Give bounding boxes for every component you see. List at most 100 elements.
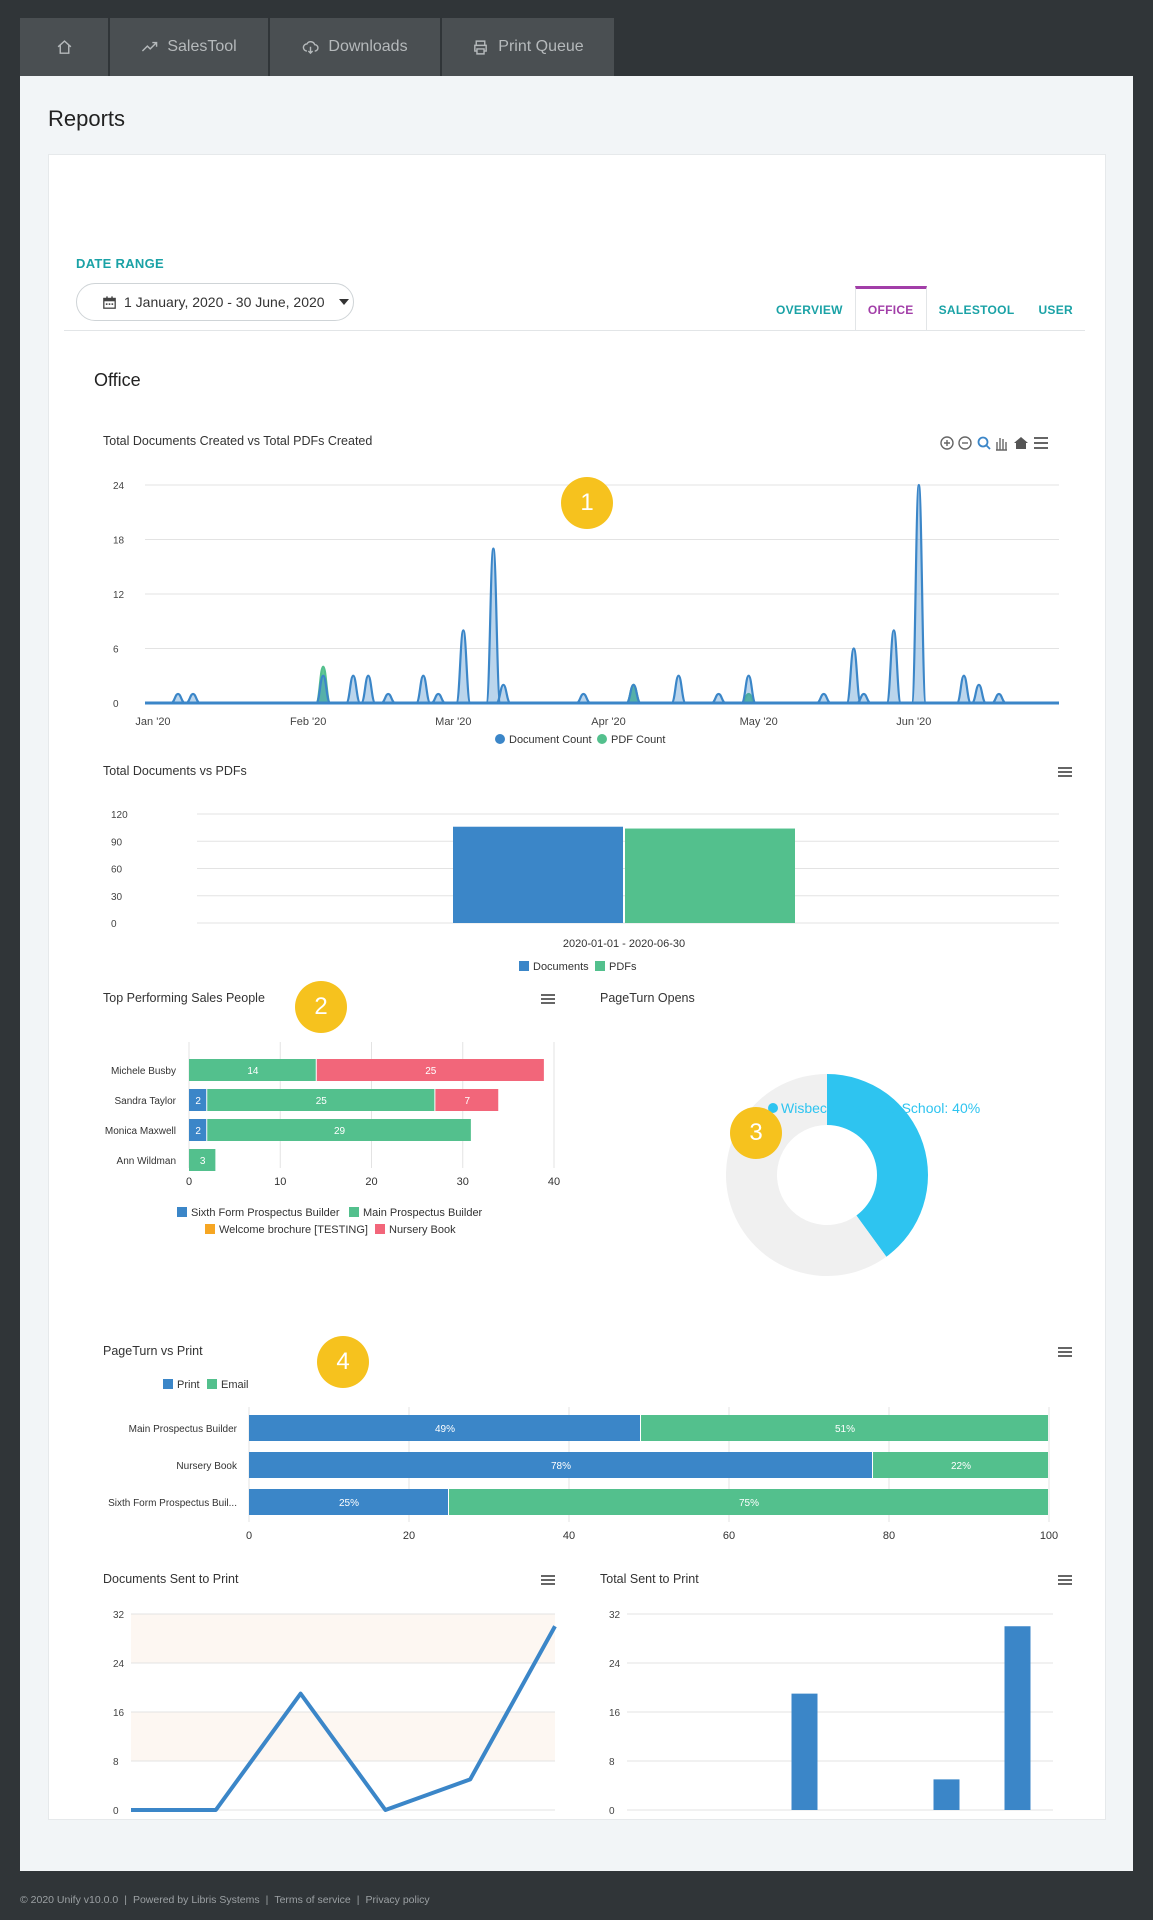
- y-tick-label: 0: [609, 1806, 615, 1817]
- x-tick-label: 80: [883, 1530, 895, 1542]
- bar-segment: [449, 1489, 1048, 1515]
- series-peak: [971, 683, 987, 705]
- bar-segment: [249, 1415, 640, 1441]
- nav-print-queue-tab[interactable]: Print Queue: [442, 18, 616, 76]
- footer-separator: |: [124, 1894, 127, 1906]
- y-tick-label: 16: [609, 1708, 621, 1719]
- x-tick-label: May '20: [740, 716, 778, 728]
- report-card: DATE RANGE 1 January, 2020 - 30 June, 20…: [48, 154, 1106, 1820]
- data-label: 51%: [835, 1424, 855, 1435]
- tab-salestool[interactable]: SALESTOOL: [938, 303, 1015, 317]
- series-peak: [455, 629, 472, 705]
- legend-label: Documents: [533, 961, 589, 973]
- chevron-down-icon: [338, 299, 349, 305]
- x-tick-label: Apr '20: [591, 716, 626, 728]
- menu-icon[interactable]: [1034, 437, 1048, 449]
- bar-segment: [249, 1489, 448, 1515]
- y-category-label: Sixth Form Prospectus Buil...: [108, 1498, 237, 1509]
- legend-label: PDFs: [609, 961, 637, 973]
- calendar-icon: [103, 295, 116, 309]
- pan-icon[interactable]: [996, 438, 1007, 451]
- data-label: 25%: [339, 1498, 359, 1509]
- series-peak: [315, 674, 332, 705]
- series-line: [131, 1625, 557, 1812]
- menu-icon[interactable]: [541, 1575, 555, 1585]
- annotation-badge-3: 3: [730, 1107, 782, 1159]
- date-range-label: DATE RANGE: [76, 256, 164, 271]
- bar: [1004, 1626, 1031, 1810]
- plot-band: [131, 1614, 555, 1663]
- data-label: 7: [465, 1096, 471, 1107]
- y-tick-label: 0: [113, 699, 119, 710]
- data-label: 25: [316, 1096, 328, 1107]
- menu-icon[interactable]: [1058, 767, 1072, 777]
- x-tick-label: 30: [457, 1176, 469, 1188]
- y-tick-label: 60: [111, 865, 123, 876]
- chart-title-docs-sent-print: Documents Sent to Print: [103, 1572, 239, 1586]
- series-peak: [485, 547, 502, 705]
- y-tick-label: 24: [609, 1659, 621, 1670]
- legend-marker: [597, 734, 607, 744]
- series-peak: [845, 647, 862, 705]
- y-tick-label: 90: [111, 837, 123, 848]
- y-category-label: Nursery Book: [176, 1461, 238, 1472]
- bar-segment: [189, 1149, 216, 1171]
- menu-icon[interactable]: [1058, 1575, 1072, 1585]
- y-category-label: Monica Maxwell: [105, 1126, 176, 1137]
- series-peak: [495, 683, 511, 705]
- nav-salestool-tab[interactable]: SalesTool: [110, 18, 270, 76]
- x-tick-label: Jan '20: [135, 716, 170, 728]
- reset-home-icon[interactable]: [1014, 437, 1028, 449]
- main-panel: Reports DATE RANGE 1 January, 2020 - 30 …: [20, 76, 1133, 1871]
- bar-segment: [189, 1059, 316, 1081]
- bar: [933, 1779, 960, 1810]
- tab-user[interactable]: USER: [1038, 303, 1073, 317]
- series-peak: [740, 674, 757, 705]
- data-label: Wisbech Grammar School: 40%: [781, 1100, 980, 1116]
- bar: [791, 1693, 818, 1810]
- legend-label: Main Prospectus Builder: [363, 1207, 483, 1219]
- nav-downloads-label: Downloads: [328, 38, 408, 55]
- chart-toolbar: [940, 436, 1048, 451]
- y-tick-label: 32: [113, 1610, 125, 1621]
- menu-icon[interactable]: [541, 994, 555, 1004]
- zoom-in-icon[interactable]: [940, 436, 954, 450]
- footer-terms-link[interactable]: Terms of service: [274, 1894, 351, 1906]
- bar: [625, 828, 795, 923]
- bar-segment: [249, 1452, 872, 1478]
- nav-salestool-label: SalesTool: [167, 38, 237, 55]
- tab-overview[interactable]: OVERVIEW: [775, 303, 843, 317]
- x-tick-label: 40: [548, 1176, 560, 1188]
- series-peak: [885, 629, 902, 705]
- series-peak: [360, 674, 377, 705]
- annotation-badge-2: 2: [295, 981, 347, 1033]
- tab-divider: [64, 330, 1085, 331]
- pie-slice: [827, 1074, 928, 1257]
- x-tick-label: Mar '20: [435, 716, 471, 728]
- footer-privacy-link[interactable]: Privacy policy: [365, 1894, 430, 1906]
- tab-office[interactable]: OFFICE: [854, 286, 927, 331]
- data-label: 14: [247, 1066, 259, 1077]
- nav-home-tab[interactable]: [20, 18, 110, 76]
- menu-icon[interactable]: [1058, 1347, 1072, 1357]
- date-range-picker[interactable]: 1 January, 2020 - 30 June, 2020: [76, 283, 354, 321]
- footer: © 2020 Unify v10.0.0 | Powered by Libris…: [20, 1894, 430, 1906]
- footer-copyright: © 2020 Unify v10.0.0: [20, 1894, 119, 1906]
- y-category-label: Ann Wildman: [117, 1156, 176, 1167]
- series-peak: [415, 674, 432, 705]
- x-tick-label: 2020-01-01 - 2020-06-30: [563, 938, 685, 950]
- bar-segment: [873, 1452, 1048, 1478]
- y-tick-label: 0: [111, 919, 117, 930]
- annotation-badge-4: 4: [317, 1336, 369, 1388]
- y-tick-label: 0: [113, 1806, 119, 1817]
- data-label: 22%: [951, 1461, 971, 1472]
- data-label: 49%: [435, 1424, 455, 1435]
- zoom-out-icon[interactable]: [958, 436, 972, 450]
- nav-downloads-tab[interactable]: Downloads: [270, 18, 442, 76]
- data-label: 75%: [739, 1498, 759, 1509]
- legend-marker: [205, 1224, 215, 1234]
- bar-segment: [189, 1119, 207, 1141]
- chart-title-docs-vs-pdfs-time: Total Documents Created vs Total PDFs Cr…: [103, 434, 373, 448]
- series-peak: [910, 483, 927, 705]
- zoom-select-icon[interactable]: [977, 436, 991, 450]
